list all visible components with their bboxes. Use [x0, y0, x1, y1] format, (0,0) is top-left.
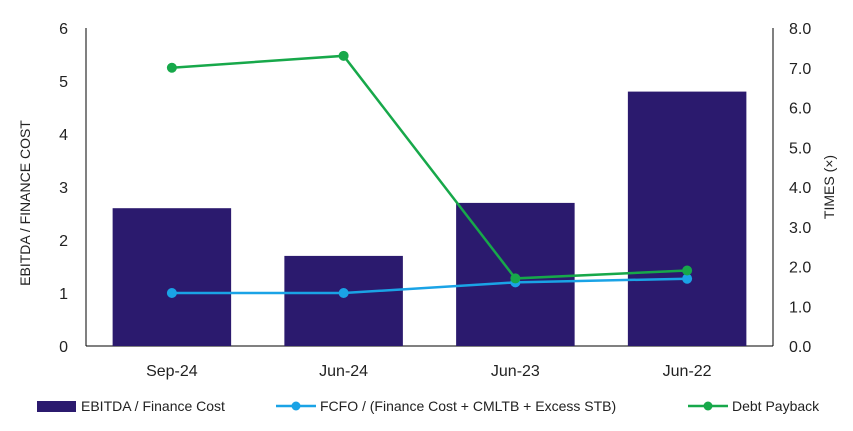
y2-tick-label: 0.0 — [789, 339, 811, 356]
y-tick-label: 6 — [59, 21, 68, 38]
legend-marker — [291, 401, 301, 411]
y2-tick-label: 3.0 — [789, 220, 811, 237]
x-tick-label: Sep-24 — [146, 363, 198, 380]
x-tick-label: Jun-24 — [319, 363, 368, 380]
y-tick-label: 1 — [59, 286, 68, 303]
legend-label: EBITDA / Finance Cost — [81, 398, 225, 414]
y-tick-label: 3 — [59, 180, 68, 197]
bar — [112, 208, 232, 346]
y2-tick-label: 7.0 — [789, 61, 811, 78]
y-tick-label: 5 — [59, 74, 68, 91]
y2-tick-label: 5.0 — [789, 140, 811, 157]
y2-tick-label: 4.0 — [789, 180, 811, 197]
data-point — [166, 288, 177, 298]
legend: EBITDA / Finance Cost FCFO / (Finance Cos… — [37, 398, 820, 414]
y2-tick-label: 8.0 — [789, 21, 811, 38]
series-line — [171, 277, 688, 295]
y-tick-label: 4 — [59, 127, 68, 144]
bars — [112, 91, 747, 346]
data-point — [338, 288, 349, 298]
right-axis-ticks: 0.0 1.0 2.0 3.0 4.0 5.0 6.0 7.0 8.0 — [789, 21, 811, 356]
series-line — [171, 54, 688, 280]
y-axis-title: EBITDA / FINANCE COST — [17, 120, 33, 286]
data-point — [682, 265, 693, 276]
y-tick-label: 0 — [59, 339, 68, 356]
x-tick-label: Jun-22 — [663, 363, 712, 380]
x-tick-label: Jun-23 — [491, 363, 540, 380]
x-axis-ticks: Sep-24 Jun-24 Jun-23 Jun-22 — [146, 363, 712, 380]
legend-label: Debt Payback — [732, 398, 820, 414]
data-point — [338, 50, 349, 61]
lines — [166, 50, 693, 298]
legend-swatch — [37, 401, 76, 412]
data-point — [682, 273, 693, 284]
legend-label: FCFO / (Finance Cost + CMLTB + Excess ST… — [320, 398, 616, 414]
y-tick-label: 2 — [59, 233, 68, 250]
y2-tick-label: 2.0 — [789, 260, 811, 277]
left-axis-ticks: 0 1 2 3 4 5 6 — [59, 21, 68, 356]
y2-tick-label: 6.0 — [789, 101, 811, 118]
bar — [627, 91, 747, 346]
data-point — [510, 273, 521, 284]
data-point — [166, 62, 177, 73]
y2-axis-title: TIMES (×) — [821, 155, 837, 219]
bar — [284, 255, 403, 346]
y2-tick-label: 1.0 — [789, 299, 811, 316]
legend-marker — [703, 401, 713, 411]
